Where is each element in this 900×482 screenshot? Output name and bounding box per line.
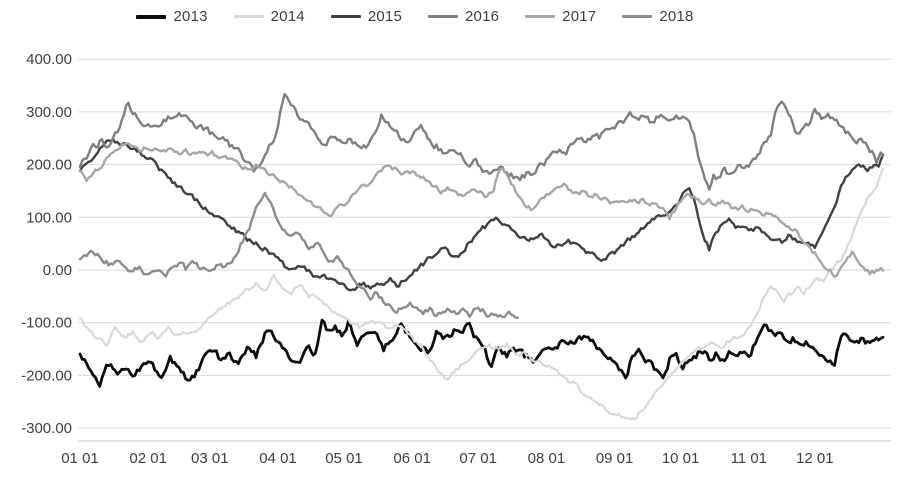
y-axis-tick-label: -300.00 bbox=[21, 420, 72, 437]
x-axis-tick-label: 05 01 bbox=[325, 450, 363, 467]
x-axis-tick-label: 03 01 bbox=[191, 450, 229, 467]
chart-legend: 2013 2014 2015 2016 2017 2018 bbox=[0, 8, 830, 25]
series-line-2014 bbox=[78, 167, 885, 421]
legend-label: 2014 bbox=[270, 8, 305, 25]
series-line-2015 bbox=[78, 137, 885, 292]
series-line-2016 bbox=[78, 93, 885, 191]
series-line-2017 bbox=[78, 142, 885, 279]
legend-item-2018: 2018 bbox=[622, 8, 693, 25]
x-axis-tick-label: 02 01 bbox=[129, 450, 167, 467]
x-axis-tick-label: 01 01 bbox=[61, 450, 99, 467]
legend-item-2017: 2017 bbox=[525, 8, 596, 25]
legend-item-2013: 2013 bbox=[136, 8, 207, 25]
legend-line-swatch bbox=[233, 15, 264, 18]
legend-line-swatch bbox=[525, 15, 556, 18]
legend-label: 2013 bbox=[173, 8, 208, 25]
y-axis-tick-label: 400.00 bbox=[26, 51, 72, 68]
x-axis-tick-label: 11 01 bbox=[731, 450, 767, 467]
y-axis-tick-label: -200.00 bbox=[21, 367, 72, 384]
legend-label: 2015 bbox=[367, 8, 402, 25]
y-axis-tick-label: 300.00 bbox=[26, 104, 72, 121]
legend-item-2016: 2016 bbox=[428, 8, 499, 25]
legend-item-2014: 2014 bbox=[233, 8, 305, 25]
y-axis-tick-label: 0.00 bbox=[43, 262, 72, 279]
legend-line-swatch bbox=[428, 15, 458, 18]
x-axis-tick-label: 08 01 bbox=[528, 450, 566, 467]
legend-line-swatch bbox=[136, 14, 167, 19]
x-axis-tick-label: 07 01 bbox=[459, 450, 497, 467]
x-axis-tick-label: 04 01 bbox=[259, 450, 297, 467]
y-axis-tick-label: -100.00 bbox=[21, 315, 72, 332]
x-axis-tick-label: 06 01 bbox=[393, 450, 431, 467]
legend-line-swatch bbox=[622, 15, 653, 18]
x-axis-tick-label: 09 01 bbox=[596, 450, 634, 467]
legend-item-2015: 2015 bbox=[330, 8, 402, 25]
legend-line-swatch bbox=[330, 15, 361, 18]
series-line-2013 bbox=[78, 318, 885, 388]
legend-label: 2016 bbox=[465, 8, 500, 25]
series-line-2018 bbox=[78, 191, 519, 319]
x-axis-tick-label: 12 01 bbox=[796, 450, 834, 467]
legend-label: 2017 bbox=[562, 8, 597, 25]
y-axis-tick-label: 100.00 bbox=[26, 209, 72, 226]
y-axis-tick-label: 200.00 bbox=[26, 157, 72, 174]
legend-label: 2018 bbox=[659, 8, 694, 25]
x-axis-tick-label: 10 01 bbox=[662, 450, 700, 467]
